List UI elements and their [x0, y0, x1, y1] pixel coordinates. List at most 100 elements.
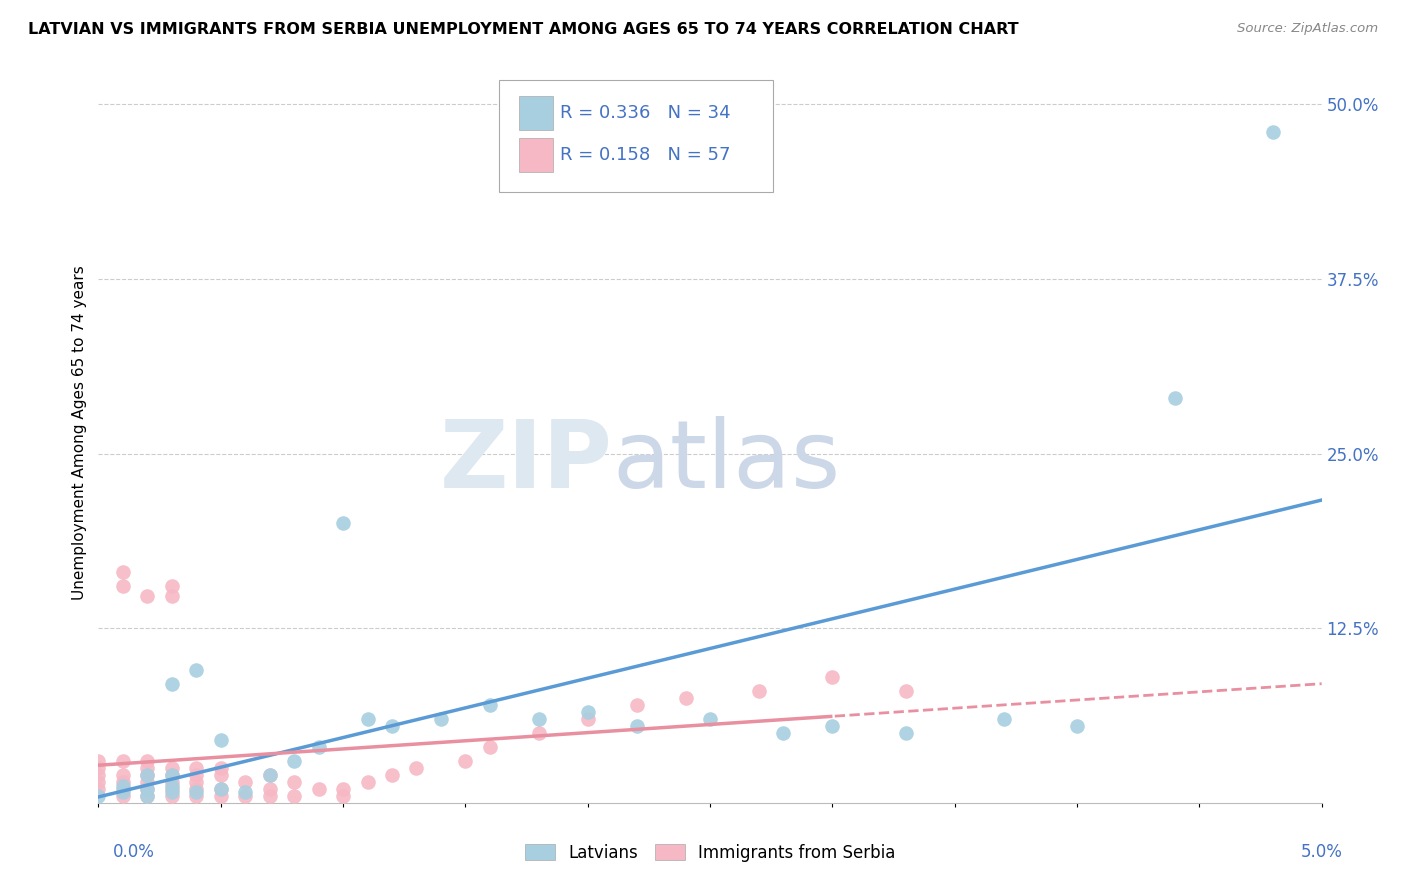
Point — [87, 754, 110, 768]
Point — [136, 768, 159, 782]
Point — [136, 775, 159, 789]
Point — [576, 712, 599, 726]
Point — [160, 761, 183, 775]
Point — [233, 775, 256, 789]
Point — [259, 781, 281, 796]
Point — [160, 589, 183, 603]
Point — [259, 768, 281, 782]
Point — [160, 768, 183, 782]
Point — [136, 781, 159, 796]
Text: 0.0%: 0.0% — [112, 843, 155, 861]
Point — [233, 789, 256, 803]
Point — [894, 726, 917, 740]
Y-axis label: Unemployment Among Ages 65 to 74 years: Unemployment Among Ages 65 to 74 years — [72, 265, 87, 600]
Point — [308, 781, 330, 796]
Text: R = 0.336   N = 34: R = 0.336 N = 34 — [560, 104, 730, 122]
Point — [1261, 125, 1284, 139]
Point — [111, 566, 134, 580]
Point — [186, 784, 208, 798]
Point — [111, 781, 134, 796]
Point — [186, 768, 208, 782]
Text: atlas: atlas — [612, 417, 841, 508]
Point — [111, 784, 134, 798]
Point — [356, 775, 378, 789]
Point — [894, 684, 917, 698]
Point — [87, 761, 110, 775]
Point — [136, 754, 159, 768]
Point — [283, 789, 305, 803]
Point — [821, 719, 844, 733]
Point — [772, 726, 794, 740]
Point — [332, 781, 354, 796]
Point — [136, 789, 159, 803]
Point — [454, 754, 477, 768]
Text: ZIP: ZIP — [439, 417, 612, 508]
Point — [675, 691, 697, 706]
Point — [111, 754, 134, 768]
Point — [405, 761, 427, 775]
Point — [160, 784, 183, 798]
Point — [259, 789, 281, 803]
Point — [136, 781, 159, 796]
Point — [209, 781, 232, 796]
Point — [87, 789, 110, 803]
Point — [136, 768, 159, 782]
Point — [527, 712, 550, 726]
Point — [136, 589, 159, 603]
Point — [111, 775, 134, 789]
Point — [527, 726, 550, 740]
Point — [87, 781, 110, 796]
Point — [186, 775, 208, 789]
Point — [111, 779, 134, 793]
Point — [308, 739, 330, 754]
Legend: Latvians, Immigrants from Serbia: Latvians, Immigrants from Serbia — [519, 838, 901, 869]
Point — [209, 781, 232, 796]
Point — [160, 579, 183, 593]
Point — [430, 712, 453, 726]
Point — [1066, 719, 1088, 733]
Point — [160, 677, 183, 691]
Point — [111, 579, 134, 593]
Point — [1164, 391, 1187, 405]
Text: R = 0.158   N = 57: R = 0.158 N = 57 — [560, 146, 730, 164]
Text: LATVIAN VS IMMIGRANTS FROM SERBIA UNEMPLOYMENT AMONG AGES 65 TO 74 YEARS CORRELA: LATVIAN VS IMMIGRANTS FROM SERBIA UNEMPL… — [28, 22, 1019, 37]
Point — [233, 784, 256, 798]
Point — [283, 775, 305, 789]
Point — [576, 705, 599, 719]
Point — [160, 779, 183, 793]
Point — [626, 719, 648, 733]
Point — [332, 516, 354, 531]
Point — [186, 663, 208, 677]
Point — [209, 768, 232, 782]
Text: 5.0%: 5.0% — [1301, 843, 1343, 861]
Point — [111, 768, 134, 782]
Point — [136, 761, 159, 775]
Point — [356, 712, 378, 726]
Point — [209, 733, 232, 747]
Point — [699, 712, 721, 726]
Point — [111, 789, 134, 803]
Point — [332, 789, 354, 803]
Point — [186, 781, 208, 796]
Point — [626, 698, 648, 712]
Point — [381, 719, 404, 733]
Point — [87, 768, 110, 782]
Point — [381, 768, 404, 782]
Point — [478, 739, 501, 754]
Point — [160, 789, 183, 803]
Point — [993, 712, 1015, 726]
Point — [87, 775, 110, 789]
Point — [283, 754, 305, 768]
Text: Source: ZipAtlas.com: Source: ZipAtlas.com — [1237, 22, 1378, 36]
Point — [821, 670, 844, 684]
Point — [160, 781, 183, 796]
Point — [209, 789, 232, 803]
Point — [160, 775, 183, 789]
Point — [160, 768, 183, 782]
Point — [186, 761, 208, 775]
Point — [136, 789, 159, 803]
Point — [209, 761, 232, 775]
Point — [186, 789, 208, 803]
Point — [748, 684, 770, 698]
Point — [478, 698, 501, 712]
